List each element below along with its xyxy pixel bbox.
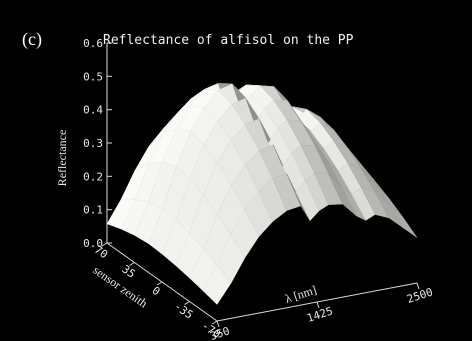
zenith-tick-mark	[101, 242, 108, 247]
chart-title: Reflectance of alfisol on the PP	[103, 33, 354, 48]
wavelength-tick-mark	[416, 282, 420, 290]
zenith-axis-label: sensor zenith	[90, 263, 150, 311]
z-tick-label: 0.5	[83, 70, 103, 83]
zenith-tick-label: 70	[92, 243, 110, 261]
axes-layer	[101, 42, 420, 328]
zenith-tick-mark	[156, 281, 163, 286]
z-tick-label: 0.1	[83, 204, 103, 217]
wavelength-tick-label: 350	[208, 324, 231, 341]
zenith-tick-mark	[184, 301, 190, 305]
z-tick-label: 0.4	[83, 104, 103, 117]
surface-patch	[388, 204, 418, 238]
wavelength-tick-label: 1425	[305, 304, 334, 325]
z-axis-label: Reflectance	[55, 130, 69, 187]
zenith-tick-mark	[211, 320, 218, 325]
surface-layer	[106, 83, 418, 305]
wavelength-tick-mark	[216, 320, 220, 328]
z-tick-label: 0.2	[83, 170, 103, 183]
zenith-tick-label: 35	[119, 263, 137, 281]
wavelength-tick-label: 2500	[405, 285, 434, 306]
zenith-tick-label: 0	[150, 284, 163, 298]
z-tick-label: 0.6	[83, 37, 103, 50]
z-tick-label: 0.3	[83, 137, 103, 150]
z-tick-label: 0.0	[83, 237, 103, 250]
zenith-tick-mark	[129, 262, 135, 266]
panel-label: (c)	[22, 29, 42, 50]
wavelength-tick-mark	[316, 301, 320, 309]
